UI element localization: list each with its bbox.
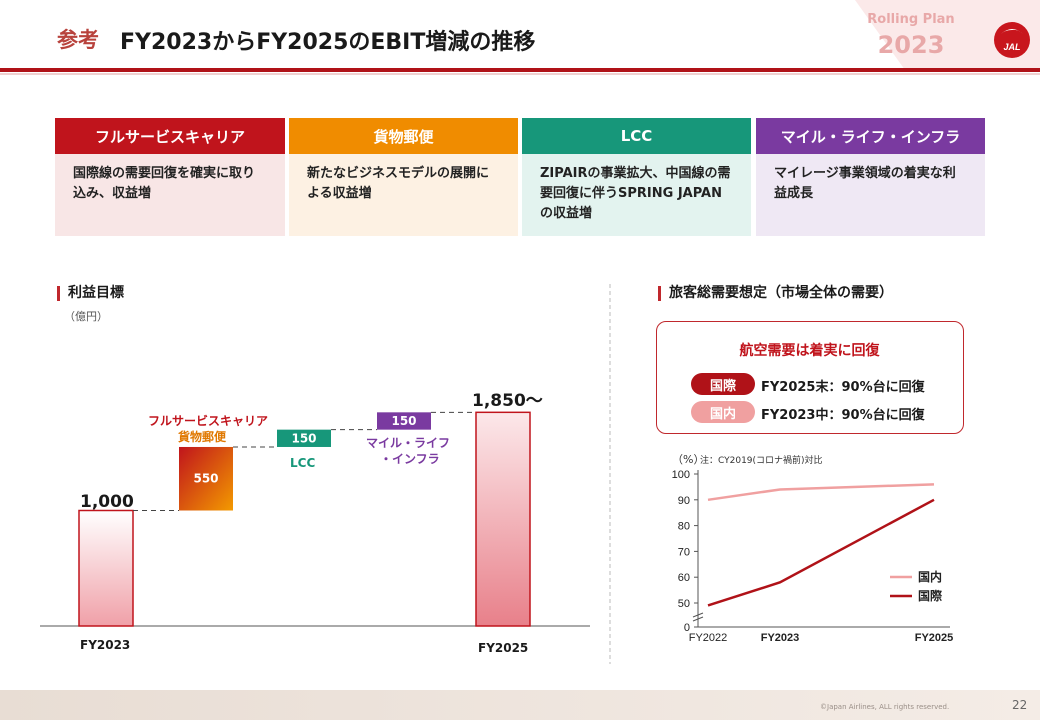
rolling-plan-year: 2023 [877,31,945,59]
wf-value-fsc-cargo: 550 [193,472,218,486]
wf-bar-lcc [277,429,331,447]
xtick-label-FY2025: FY2025 [915,632,954,644]
wf-bar-fsc-cargo [179,446,233,511]
copyright-text: ©Japan Airlines, ALL rights reserved. [820,703,950,711]
wf-bar-fy2025 [475,411,531,627]
xtick-label-FY2023: FY2023 [761,632,800,644]
header-band [0,0,1040,75]
intl-pill: 国際 [691,373,755,395]
wf-value-mile: 150 [391,414,416,428]
segment-header-cargo: 貨物郵便 [289,118,518,154]
wf-label-mile-2: ・インフラ [380,452,440,466]
segment-header-full-service: フルサービスキャリア [55,118,285,154]
ytick-label-60: 60 [678,572,690,584]
segment-body-mile: マイレージ事業領域の着実な利益成長 [756,154,985,236]
wf-value-lcc: 150 [291,431,316,445]
ytick-label-90: 90 [678,495,690,507]
svg-text:JAL: JAL [1003,42,1020,52]
segment-body-full-service: 国際線の需要回復を確実に取り込み、収益増 [55,154,285,236]
axis-break-2 [692,616,704,622]
page-number: 22 [1012,698,1028,712]
jal-logo-icon: JAL [994,22,1030,58]
footer-band [0,690,1040,720]
ebit-waterfall-chart: 550 150 150 [40,411,590,627]
ytick-label-0: 0 [684,622,690,634]
xtick-label-FY2022: FY2022 [689,632,728,644]
wf-bar-fy2023 [78,509,134,627]
axis-break-1 [692,612,704,618]
profit-unit-label: （億円） [64,310,108,323]
wf-value-end: 1,850〜 [472,391,543,411]
recovery-callout: 航空需要は着実に回復 国際 FY2025末：90%台に回復 国内 FY2023中… [656,321,964,434]
legend-label-0: 国内 [918,569,942,584]
dom-recovery-text: FY2023中：90%台に回復 [761,408,925,423]
header-tag: 参考 [57,28,99,52]
wf-label-mile-1: マイル・ライフ [366,436,451,450]
wf-label-lcc: LCC [290,456,316,470]
legend-label-1: 国際 [918,588,943,603]
intl-recovery-text: FY2025末：90%台に回復 [761,380,925,395]
rolling-plan-label: Rolling Plan [867,12,955,27]
wf-label-cargo: 貨物郵便 [178,430,227,444]
series-line-international [707,498,935,607]
wf-value-start: 1,000 [80,492,134,512]
ytick-label-70: 70 [678,546,690,558]
panel-divider [609,284,611,664]
line-chart-note: 注：CY2019(コロナ禍前)対比 [700,456,823,466]
wf-label-full-service: フルサービスキャリア [148,414,269,428]
dom-pill: 国内 [691,401,755,423]
page-title: FY2023からFY2025のEBIT増減の推移 [120,30,536,55]
wf-bar-mile [377,412,431,430]
ytick-label-100: 100 [672,469,690,481]
segment-body-cargo: 新たなビジネスモデルの展開による収益増 [289,154,518,236]
line-chart-ylabel: （%） [672,453,705,466]
wf-axis-fy2023: FY2023 [80,638,131,652]
series-line-domestic [707,483,935,502]
profit-target-title: 利益目標 [57,286,124,301]
ytick-label-50: 50 [678,598,690,610]
segment-body-lcc: ZIPAIRの事業拡大、中国線の需要回復に伴うSPRING JAPANの収益増 [522,154,751,236]
demand-title: 旅客総需要想定（市場全体の需要） [658,286,893,301]
segment-header-mile: マイル・ライフ・インフラ [756,118,985,154]
segment-header-lcc: LCC [522,118,751,154]
callout-title: 航空需要は着実に回復 [739,343,880,359]
ytick-label-80: 80 [678,521,690,533]
wf-axis-fy2025: FY2025 [478,641,529,655]
